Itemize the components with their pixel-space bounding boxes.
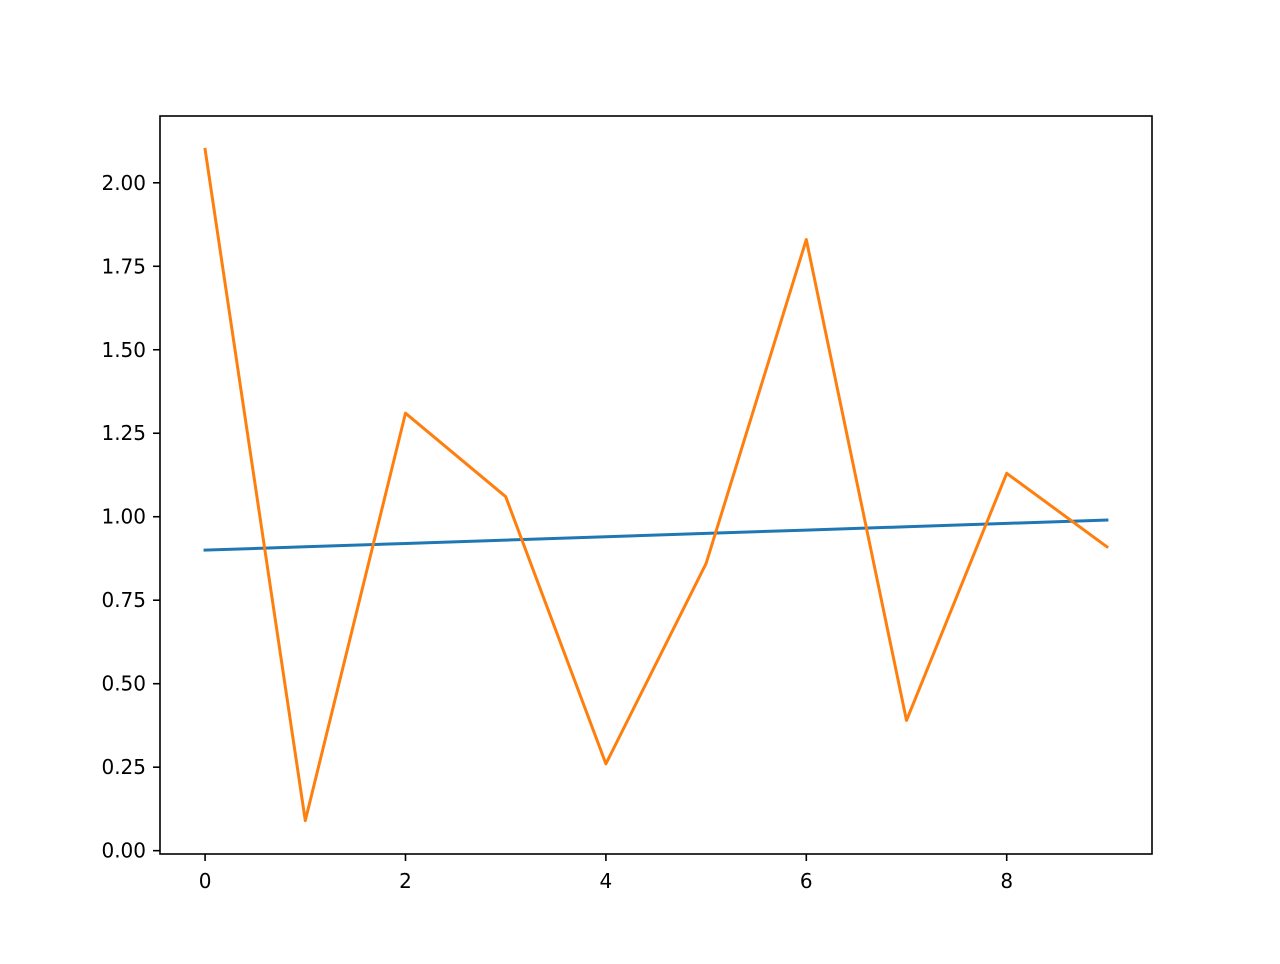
y-tick-label: 0.00: [101, 839, 146, 863]
y-tick-label: 1.25: [101, 421, 146, 445]
y-tick-label: 1.00: [101, 505, 146, 529]
series-line-2: [203, 147, 1110, 823]
y-tick-label: 1.75: [101, 254, 146, 278]
series-line-1: [203, 518, 1109, 552]
x-tick-label: 8: [1000, 869, 1013, 893]
y-tick-label: 0.25: [101, 755, 146, 779]
y-tick-label: 0.75: [101, 588, 146, 612]
y-tick-label: 1.50: [101, 338, 146, 362]
y-axis: 0.00 0.25 0.50 0.75 1.00 1.25 1.50 1.75 2.00: [101, 171, 160, 863]
plot-frame: [159, 115, 1153, 855]
y-tick-label: 0.50: [101, 672, 146, 696]
x-tick-label: 4: [600, 869, 613, 893]
x-tick-label: 6: [800, 869, 813, 893]
y-tick-label: 2.00: [101, 171, 146, 195]
x-tick-label: 2: [399, 869, 412, 893]
x-axis: 0 2 4 6 8: [199, 854, 1013, 893]
x-tick-label: 0: [199, 869, 212, 893]
series-layer: [203, 147, 1110, 823]
